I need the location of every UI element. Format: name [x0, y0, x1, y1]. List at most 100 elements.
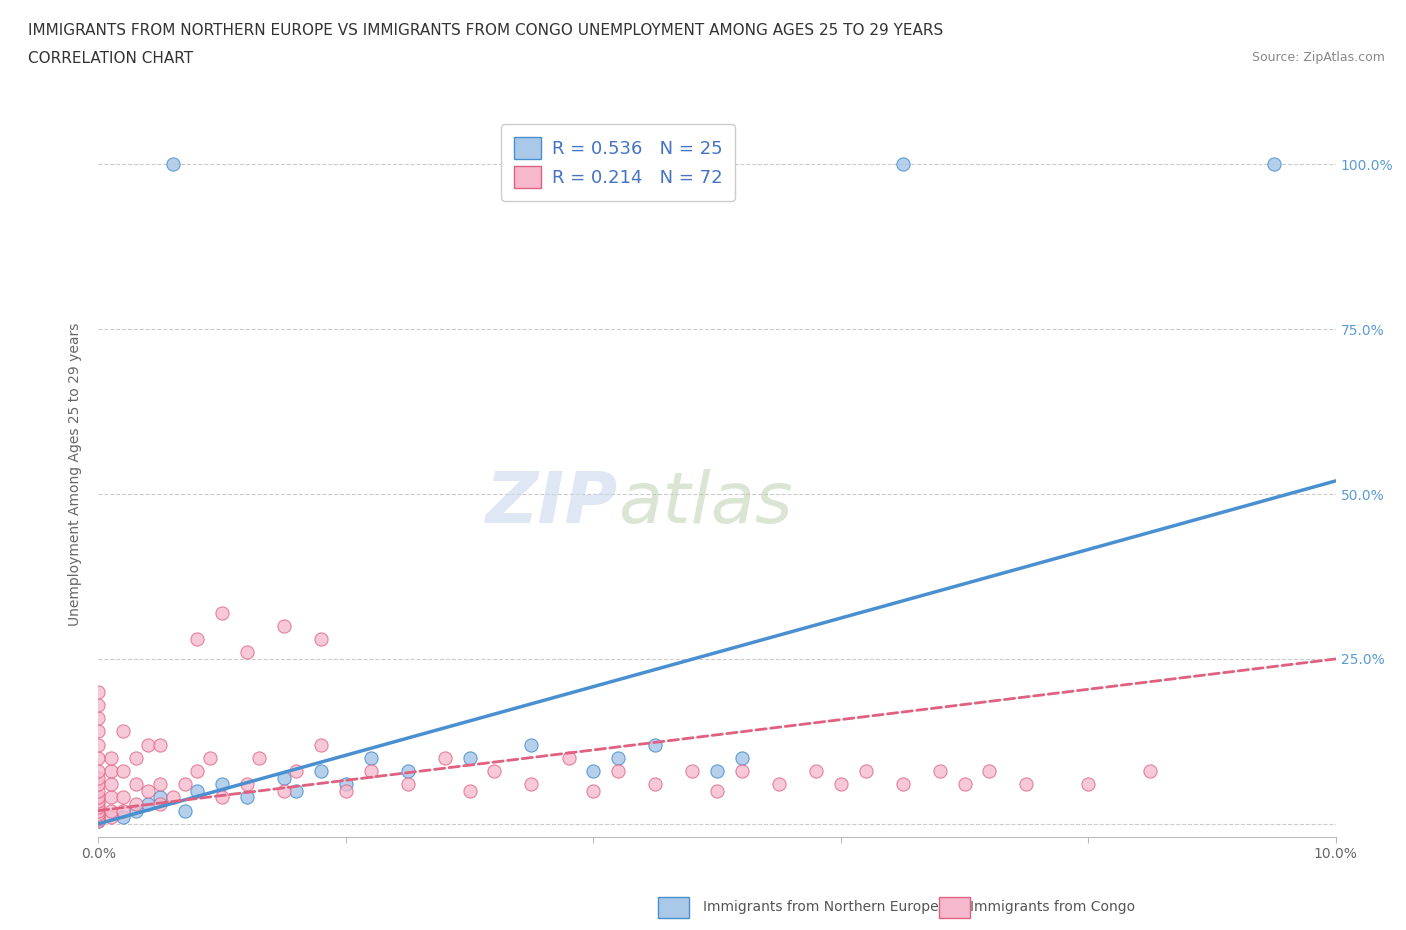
Point [211, 790, 233, 804]
Point [706, 764, 728, 778]
Point [644, 777, 666, 791]
Point [396, 777, 419, 791]
Point [149, 790, 172, 804]
Point [855, 764, 877, 778]
Point [136, 783, 159, 798]
Point [236, 777, 259, 791]
Point [112, 724, 135, 739]
Point [804, 764, 827, 778]
Point [236, 790, 259, 804]
Point [1015, 777, 1038, 791]
Point [396, 764, 419, 778]
Point [706, 783, 728, 798]
Text: IMMIGRANTS FROM NORTHERN EUROPE VS IMMIGRANTS FROM CONGO UNEMPLOYMENT AMONG AGES: IMMIGRANTS FROM NORTHERN EUROPE VS IMMIG… [28, 23, 943, 38]
Point [1139, 764, 1161, 778]
Point [928, 764, 950, 778]
Legend: R = 0.536   N = 25, R = 0.214   N = 72: R = 0.536 N = 25, R = 0.214 N = 72 [501, 125, 735, 201]
Text: Source: ZipAtlas.com: Source: ZipAtlas.com [1251, 51, 1385, 64]
Point [582, 764, 605, 778]
Point [731, 751, 754, 765]
Point [87, 797, 110, 812]
Point [309, 631, 332, 646]
Point [186, 764, 208, 778]
Point [87, 793, 110, 808]
Point [87, 813, 110, 828]
Point [360, 764, 382, 778]
Point [87, 724, 110, 739]
Point [149, 737, 172, 752]
Point [273, 783, 295, 798]
Point [124, 777, 146, 791]
Point [87, 764, 110, 778]
Point [174, 777, 197, 791]
Point [149, 797, 172, 812]
Point [582, 783, 605, 798]
Point [124, 797, 146, 812]
Point [112, 810, 135, 825]
Point [211, 777, 233, 791]
Point [211, 605, 233, 620]
Point [458, 783, 481, 798]
Point [87, 790, 110, 804]
Point [731, 764, 754, 778]
Point [136, 737, 159, 752]
Point [87, 770, 110, 785]
Point [112, 804, 135, 818]
Point [100, 804, 122, 818]
Point [644, 737, 666, 752]
Point [458, 751, 481, 765]
Point [557, 751, 579, 765]
Point [891, 157, 914, 172]
Point [87, 806, 110, 821]
Point [247, 751, 270, 765]
Point [87, 804, 110, 818]
Point [953, 777, 976, 791]
Point [607, 764, 630, 778]
Point [87, 813, 110, 828]
Point [433, 751, 456, 765]
Point [100, 751, 122, 765]
Point [149, 777, 172, 791]
Point [186, 783, 208, 798]
Point [87, 698, 110, 712]
Point [87, 800, 110, 815]
Point [87, 684, 110, 699]
Point [87, 737, 110, 752]
Point [186, 631, 208, 646]
Point [100, 777, 122, 791]
Point [273, 770, 295, 785]
Point [162, 790, 184, 804]
Point [273, 618, 295, 633]
Point [87, 804, 110, 818]
Text: Immigrants from Northern Europe: Immigrants from Northern Europe [703, 899, 939, 914]
Point [1263, 157, 1285, 172]
Text: Immigrants from Congo: Immigrants from Congo [970, 899, 1135, 914]
Point [285, 764, 308, 778]
Point [100, 764, 122, 778]
Point [87, 711, 110, 725]
Point [285, 783, 308, 798]
Point [100, 790, 122, 804]
Y-axis label: Unemployment Among Ages 25 to 29 years: Unemployment Among Ages 25 to 29 years [69, 323, 83, 626]
Point [309, 764, 332, 778]
Point [681, 764, 703, 778]
Point [87, 811, 110, 826]
Point [198, 751, 221, 765]
Point [335, 783, 357, 798]
Point [174, 804, 197, 818]
Text: atlas: atlas [619, 469, 793, 538]
Point [87, 810, 110, 825]
Point [891, 777, 914, 791]
Point [335, 777, 357, 791]
Point [162, 157, 184, 172]
Point [768, 777, 790, 791]
Point [112, 764, 135, 778]
Point [87, 810, 110, 825]
Text: CORRELATION CHART: CORRELATION CHART [28, 51, 193, 66]
Point [236, 644, 259, 659]
Text: ZIP: ZIP [486, 469, 619, 538]
Point [87, 751, 110, 765]
Point [484, 764, 506, 778]
Point [520, 737, 543, 752]
Point [1077, 777, 1099, 791]
